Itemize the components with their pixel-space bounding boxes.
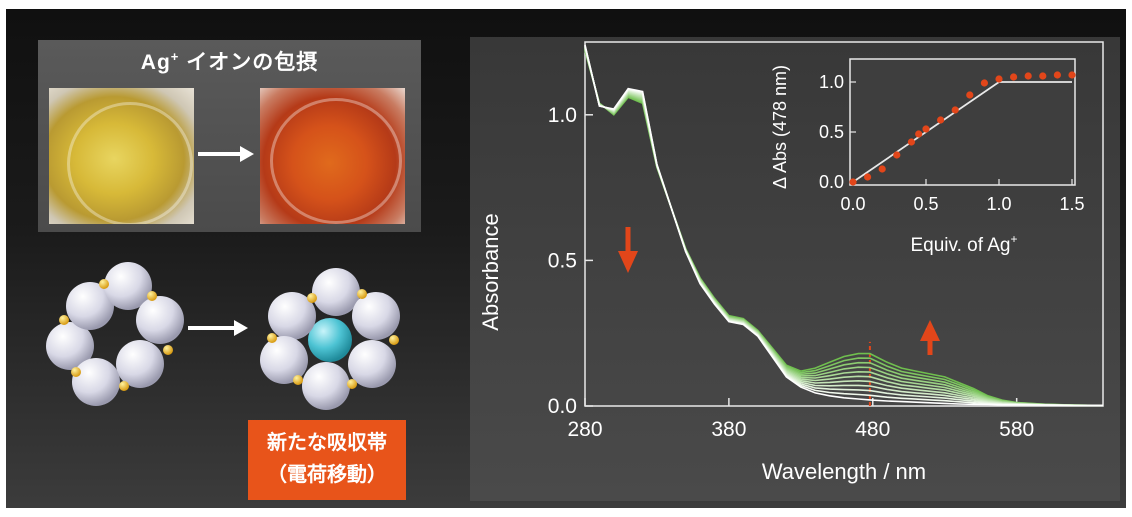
inset-data-point — [864, 173, 872, 181]
inset-data-point — [995, 75, 1003, 83]
main-x-tick-label: 580 — [999, 418, 1034, 441]
main-y-axis-label: Absorbance — [478, 213, 503, 330]
inset-data-point — [849, 178, 857, 186]
band-label-line2: （電荷移動） — [267, 464, 387, 486]
inset-data-point — [1010, 73, 1018, 81]
inset-data-point — [1053, 71, 1061, 79]
inset-data-point — [1024, 72, 1032, 80]
inset-y-axis-label: Δ Abs (478 nm) — [770, 65, 790, 189]
main-x-tick-label: 380 — [711, 418, 746, 441]
absorbance-chart: 280 380 480 580 0.0 0.5 1.0 Absorbance Wavelen… — [478, 41, 1104, 484]
inset-x-tick-label: 0.5 — [913, 194, 938, 214]
absorbance-spectrum-line — [584, 44, 1103, 407]
inset-data-point — [878, 165, 886, 173]
inset-x-axis-label: Equiv. of Ag+ — [910, 232, 1017, 256]
photo-arrow-icon — [198, 146, 254, 162]
orange-solution-photo — [260, 88, 405, 224]
inset-data-point — [907, 138, 915, 146]
inset-x-tick-label: 1.5 — [1059, 194, 1084, 214]
inset-data-point — [937, 116, 945, 124]
main-y-tick-label: 1.0 — [548, 104, 577, 127]
inset-x-tick-label: 0.0 — [840, 194, 865, 214]
photo-panel-title: Ag+ イオンの包摂 — [140, 49, 319, 74]
inset-data-point — [1068, 71, 1076, 79]
inset-data-point — [966, 91, 974, 99]
inset-titration-chart: 0.0 0.5 1.0 1.5 0.0 0.5 1.0 Δ Abs (478 nm) Equ… — [770, 58, 1085, 256]
empty-ring-icon — [46, 262, 184, 406]
main-y-tick-label: 0.5 — [548, 249, 577, 272]
chart-panel: 280 380 480 580 0.0 0.5 1.0 Absorbance Wavelen… — [470, 37, 1120, 501]
inset-y-tick-label: 0.5 — [819, 122, 844, 142]
main-x-axis-label: Wavelength / nm — [762, 459, 926, 484]
inset-plot-frame — [849, 58, 1076, 186]
main-y-tick-label: 0.0 — [548, 395, 577, 418]
decrease-arrow-icon — [618, 227, 638, 273]
band-label-line1: 新たな吸収帯 — [267, 432, 387, 454]
new-absorption-band-label: 新たな吸収帯 （電荷移動） — [248, 420, 406, 500]
inset-data-point — [951, 106, 959, 114]
inset-y-tick-label: 0.0 — [819, 172, 844, 192]
inset-x-tick-label: 1.0 — [986, 194, 1011, 214]
main-plot-frame — [584, 41, 1104, 407]
ring-arrow-icon — [188, 320, 248, 336]
main-x-tick-label: 280 — [567, 418, 602, 441]
inset-data-point — [1039, 72, 1047, 80]
inset-data-point — [915, 130, 923, 138]
inset-data-point — [893, 151, 901, 159]
inset-y-tick-label: 1.0 — [819, 72, 844, 92]
inset-data-point — [922, 125, 930, 133]
yellow-solution-photo — [49, 88, 194, 224]
ring-molecule-schematic — [46, 262, 400, 410]
photo-panel: Ag+ イオンの包摂 — [38, 40, 421, 232]
inset-data-point — [980, 79, 988, 87]
increase-arrow-icon — [920, 320, 940, 355]
main-x-tick-label: 480 — [855, 418, 890, 441]
silver-complex-ring-icon — [260, 268, 400, 410]
